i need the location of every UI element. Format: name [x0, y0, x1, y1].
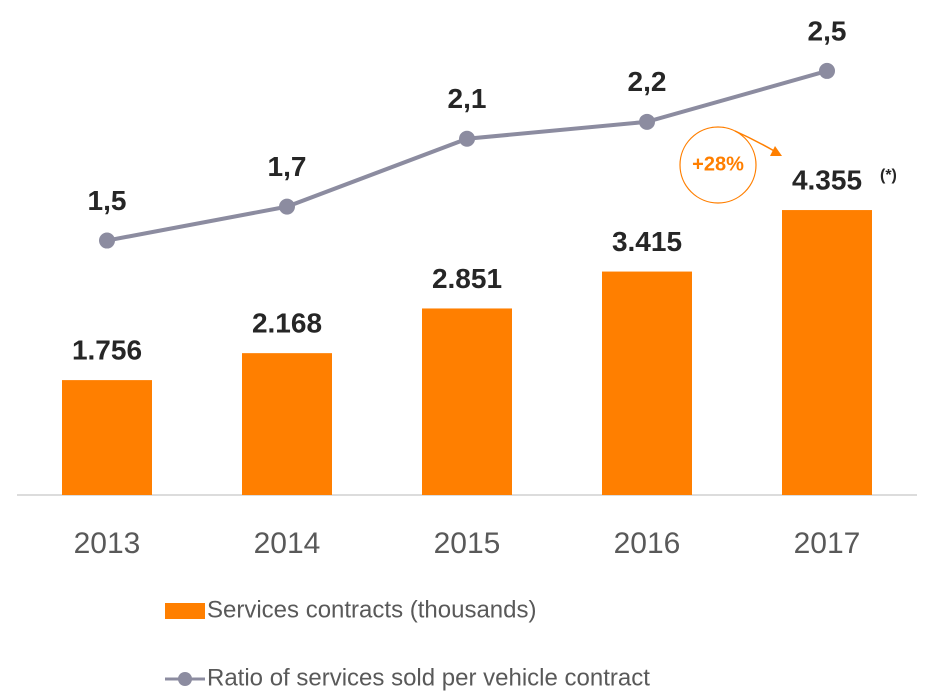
data-label: 3.415: [612, 226, 682, 257]
legend-swatch-marker: [178, 672, 192, 686]
annotation-text: +28%: [692, 153, 744, 175]
line-marker: [279, 198, 295, 215]
data-label: 2,2: [628, 66, 667, 97]
bar: [782, 210, 872, 495]
legend-label: Ratio of services sold per vehicle contr…: [207, 664, 650, 691]
bar: [602, 271, 692, 495]
x-tick-label: 2013: [74, 527, 141, 560]
bar: [62, 380, 152, 495]
x-tick-label: 2014: [254, 527, 321, 560]
x-tick-label: 2016: [614, 527, 681, 560]
x-tick-label: 2015: [434, 527, 501, 560]
bar: [422, 308, 512, 495]
annotation-arrowhead: [770, 146, 782, 156]
x-tick-label: 2017: [794, 527, 861, 560]
data-label: 2,1: [448, 83, 487, 114]
data-label: 4.355: [792, 164, 862, 195]
data-label: 2.168: [252, 308, 322, 339]
data-label: 1.756: [72, 334, 142, 365]
bar: [242, 353, 332, 495]
annotation-arrow: [734, 130, 777, 153]
legend-swatch-bar: [165, 603, 205, 619]
line-marker: [99, 232, 115, 249]
footnote-mark: (*): [880, 167, 897, 184]
annotation-circle: [679, 126, 757, 204]
data-label: 1,5: [88, 185, 127, 216]
line-marker: [639, 113, 655, 130]
data-label: 1,7: [268, 151, 307, 182]
line-marker: [459, 130, 475, 147]
line-marker: [819, 62, 835, 79]
data-label: 2,5: [808, 15, 847, 46]
legend-label: Services contracts (thousands): [207, 596, 536, 623]
data-label: 2.851: [432, 263, 502, 294]
